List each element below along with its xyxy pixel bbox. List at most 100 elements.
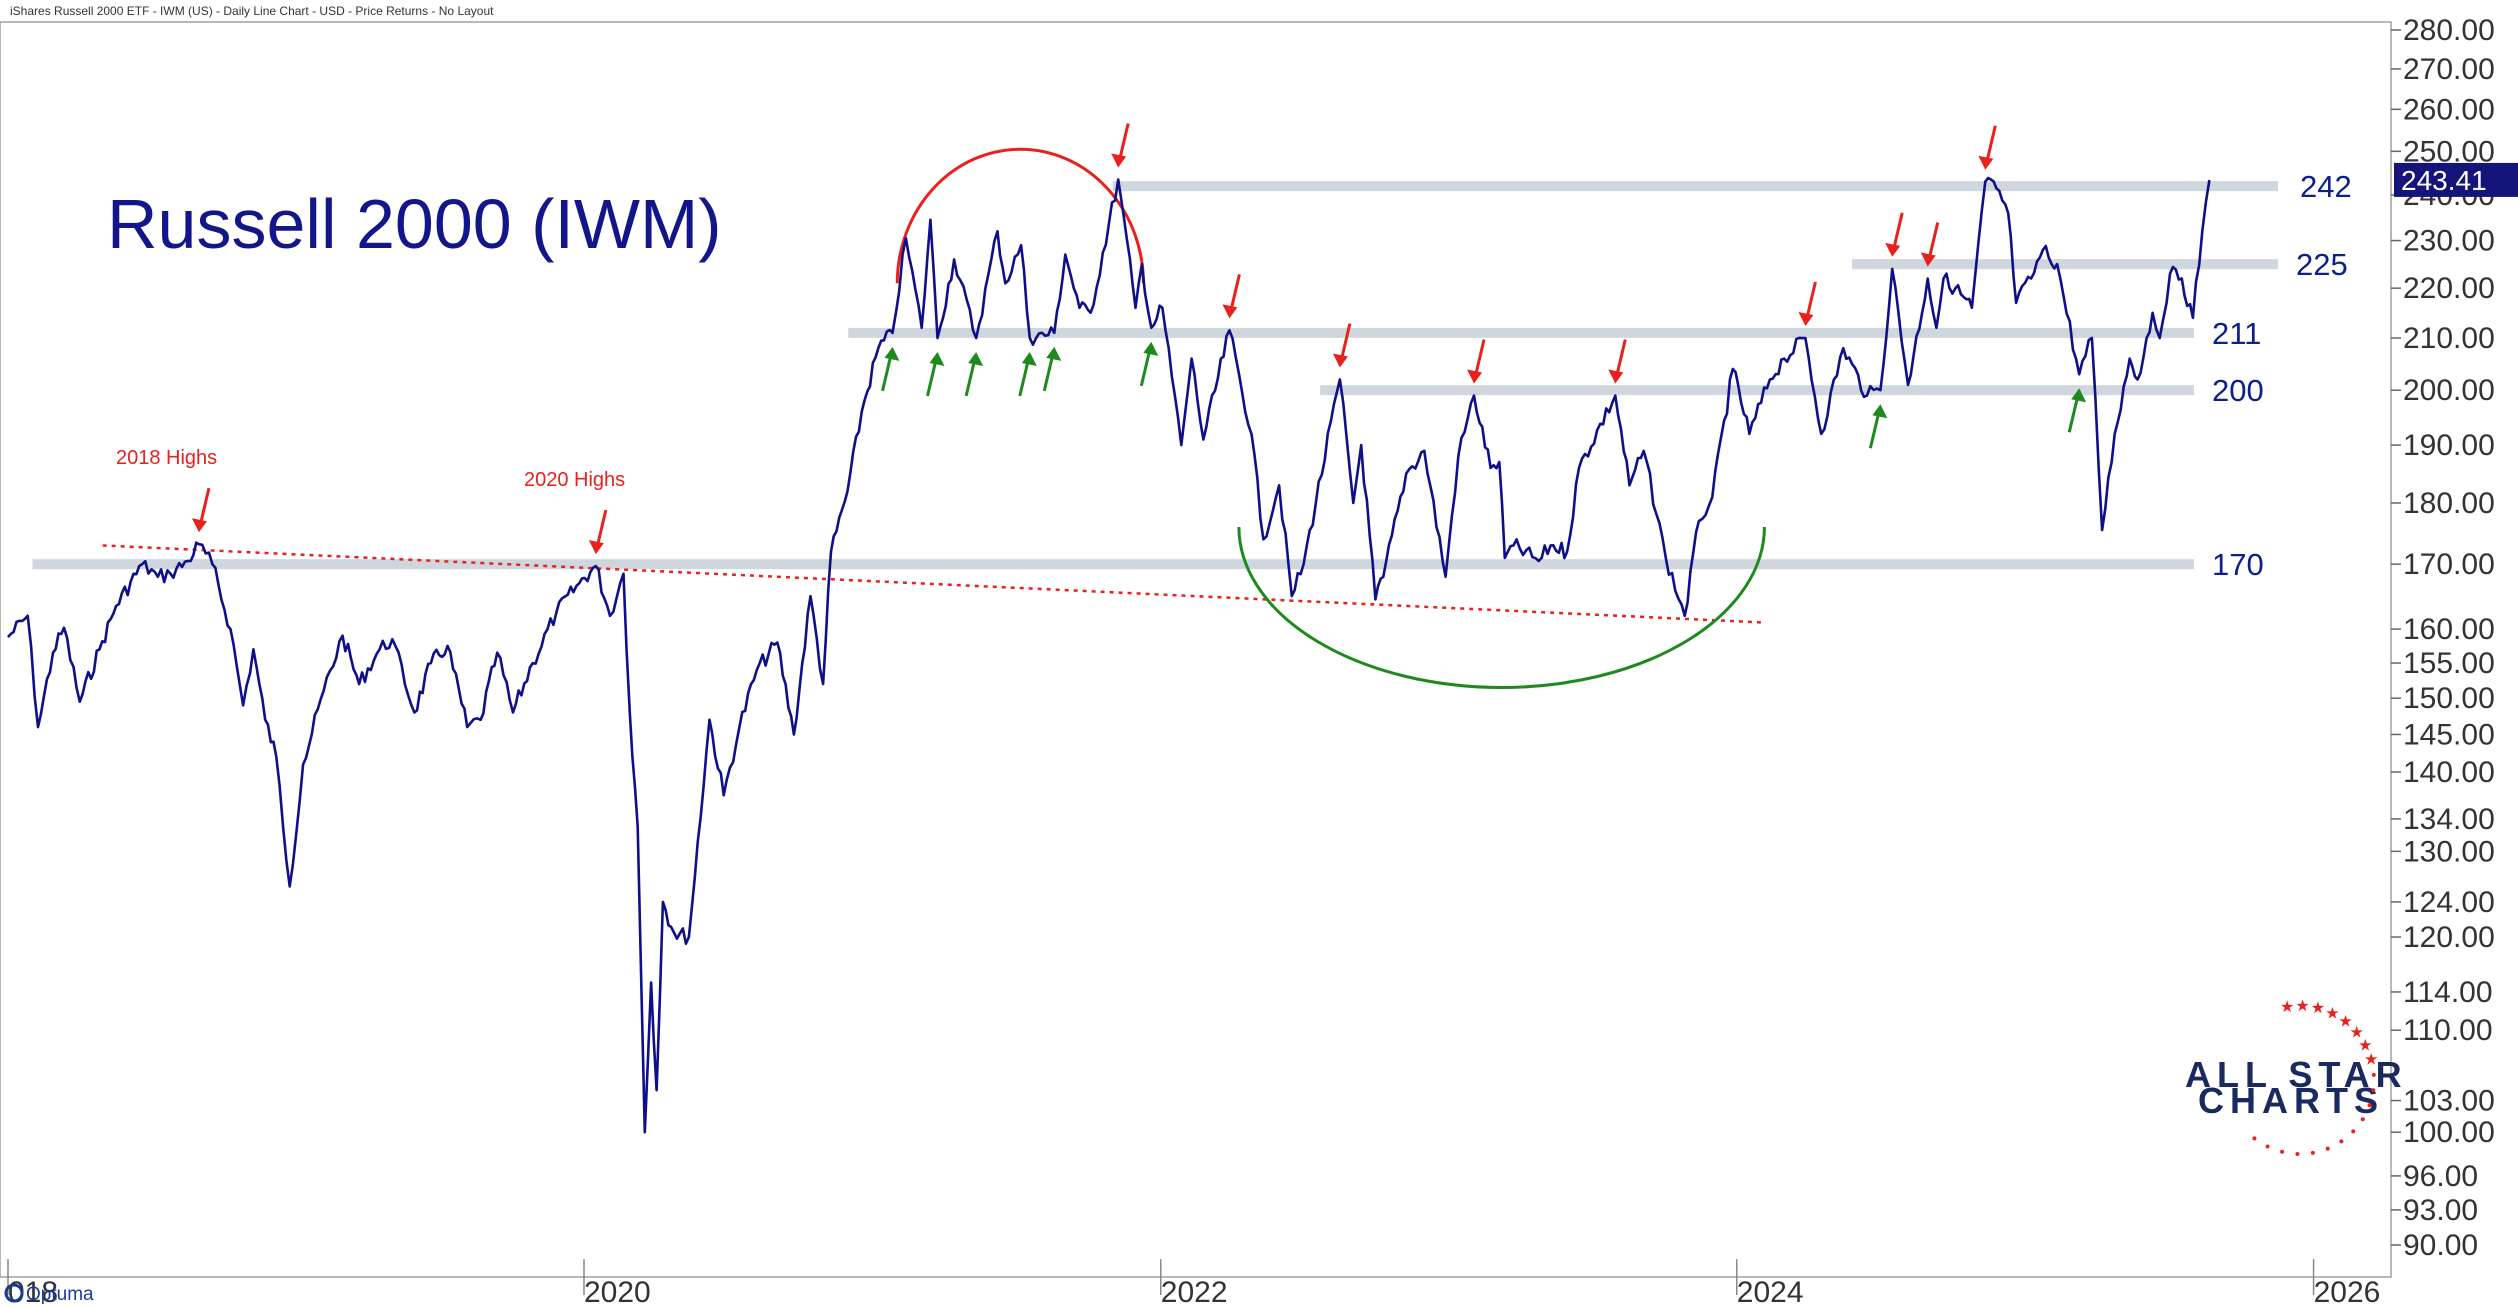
- green-arrow-7-shaft: [1868, 413, 1880, 449]
- y-tick-label-20: 120.00: [2403, 921, 2495, 954]
- y-axis: 280.00270.00260.00250.00240.00230.00220.…: [2391, 14, 2495, 1262]
- red-arrow-3-head: [1332, 353, 1348, 368]
- logo-dot-12: [2351, 1129, 2356, 1134]
- support-label-211: 211: [2212, 316, 2261, 351]
- y-tick-label-3: 250.00: [2403, 135, 2495, 168]
- logo-dot-8: [2371, 1072, 2376, 1077]
- price-line: [7, 176, 2211, 1134]
- green-arrow-3: [964, 351, 984, 397]
- optuma-brand: Optuma: [4, 1283, 94, 1305]
- annotation-arrow-1-head: [191, 518, 207, 533]
- red-arrow-9: [1978, 125, 1997, 170]
- y-tick-label-10: 180.00: [2403, 487, 2495, 520]
- y-tick-label-23: 103.00: [2403, 1085, 2495, 1118]
- red-arrow-4-shaft: [1474, 339, 1486, 374]
- arcs-group: [895, 147, 1766, 690]
- green-arrow-2-shaft: [926, 361, 937, 397]
- y-tick-label-26: 93.00: [2403, 1194, 2478, 1227]
- red-arrow-2: [1222, 274, 1241, 319]
- x-tick-label-3: 2024: [1737, 1276, 1804, 1307]
- y-tick-label-5: 230.00: [2403, 225, 2495, 258]
- red-arrow-2-shaft: [1229, 274, 1241, 309]
- green-arrow-3-head: [968, 351, 984, 366]
- y-tick-label-27: 90.00: [2403, 1229, 2478, 1262]
- red-arrow-8-head: [1920, 252, 1936, 267]
- support-lines: 242 225 211 200 170: [32, 169, 2352, 582]
- y-tick-label-2: 260.00: [2403, 93, 2495, 126]
- plot-border: [0, 21, 2392, 1278]
- red-arrow-3-shaft: [1340, 323, 1352, 358]
- green-arrow-7: [1868, 404, 1888, 449]
- trendline-group: [102, 544, 1762, 624]
- green-arrow-1: [881, 346, 900, 392]
- red-arrow-6-shaft: [1805, 281, 1817, 317]
- trendline: [102, 544, 1762, 624]
- y-tick-label-21: 114.00: [2403, 976, 2493, 1009]
- last-value-box: [2394, 162, 2518, 197]
- y-tick-label-6: 220.00: [2403, 272, 2495, 305]
- logo-dot-14: [2325, 1146, 2330, 1151]
- arc-green: [1237, 527, 1766, 690]
- y-tick-label-17: 134.00: [2403, 803, 2495, 836]
- logo-stars: ★ ★ ★ ★★★★★: [2252, 996, 2378, 1156]
- red-arrow-5-shaft: [1615, 339, 1627, 374]
- red-arrow-6: [1798, 281, 1817, 326]
- x-tick-label-4: 2026: [2314, 1276, 2381, 1307]
- red-arrow-1-head: [1111, 153, 1127, 168]
- optuma-text: Optuma: [26, 1284, 94, 1305]
- red-arrow-4-head: [1467, 369, 1483, 384]
- y-tick-label-15: 145.00: [2403, 718, 2495, 751]
- chart-title: Russell 2000 (IWM): [107, 185, 722, 263]
- logo-dot-11: [2360, 1117, 2365, 1122]
- green-arrow-3-shaft: [964, 361, 976, 397]
- green-arrow-8-head: [2071, 388, 2087, 403]
- annotations-group: 2018 Highs 2020 Highs: [116, 447, 625, 491]
- support-line-225: [1851, 259, 2278, 270]
- green-arrow-4-shaft: [1018, 361, 1030, 397]
- logo-star-3: ★: [2325, 1003, 2339, 1022]
- red-arrow-5: [1608, 339, 1627, 384]
- logo-dot-15: [2310, 1150, 2315, 1155]
- logo-star-2: ★: [2311, 998, 2325, 1017]
- red-arrow-7: [1885, 212, 1904, 257]
- chart-header: iShares Russell 2000 ETF - IWM (US) - Da…: [10, 4, 494, 18]
- logo-star-6: ★: [2358, 1035, 2372, 1054]
- support-line-200: [1320, 385, 2194, 396]
- red-arrow-7-shaft: [1892, 212, 1904, 248]
- y-tick-label-25: 96.00: [2403, 1160, 2478, 1193]
- green-arrow-4-head: [1021, 351, 1037, 366]
- arc-red: [895, 147, 1145, 284]
- logo-star-5: ★: [2350, 1022, 2364, 1041]
- red-arrow-9-shaft: [1985, 125, 1997, 161]
- y-tick-label-22: 110.00: [2403, 1014, 2493, 1047]
- logo-dot-19: [2252, 1136, 2257, 1141]
- x-tick-label-2: 2022: [1161, 1276, 1228, 1307]
- red-arrow-3: [1332, 323, 1352, 368]
- y-tick-label-24: 100.00: [2403, 1116, 2495, 1149]
- y-tick-label-8: 200.00: [2403, 374, 2495, 407]
- red-arrow-1: [1111, 123, 1130, 168]
- y-tick-label-7: 210.00: [2403, 322, 2495, 355]
- logo-line2: CHARTS: [2198, 1080, 2384, 1121]
- y-tick-label-11: 170.00: [2403, 548, 2495, 581]
- green-arrow-6: [1139, 341, 1159, 387]
- green-arrow-7-head: [1872, 404, 1888, 419]
- green-arrow-6-shaft: [1139, 351, 1151, 387]
- all-star-charts-logo: ALL STAR CHARTS ★ ★ ★ ★★★★★: [2185, 996, 2402, 1156]
- red-arrow-8: [1920, 222, 1940, 267]
- red-arrow-9-head: [1978, 155, 1994, 170]
- logo-dot-18: [2265, 1144, 2270, 1149]
- x-axis: 018 2020 2022 2024 2026: [7, 1259, 2381, 1307]
- green-arrow-2-head: [929, 351, 945, 366]
- y-tick-label-1: 270.00: [2403, 53, 2495, 86]
- support-line-211: [848, 327, 2194, 338]
- logo-dot-17: [2280, 1149, 2285, 1154]
- y-tick-label-19: 124.00: [2403, 886, 2495, 919]
- x-tick-label-1: 2020: [584, 1276, 651, 1307]
- annotation-arrow-2: [588, 509, 608, 555]
- green-arrow-6-head: [1143, 341, 1159, 356]
- y-tick-label-12: 160.00: [2403, 613, 2495, 646]
- green-arrow-8: [2067, 388, 2087, 433]
